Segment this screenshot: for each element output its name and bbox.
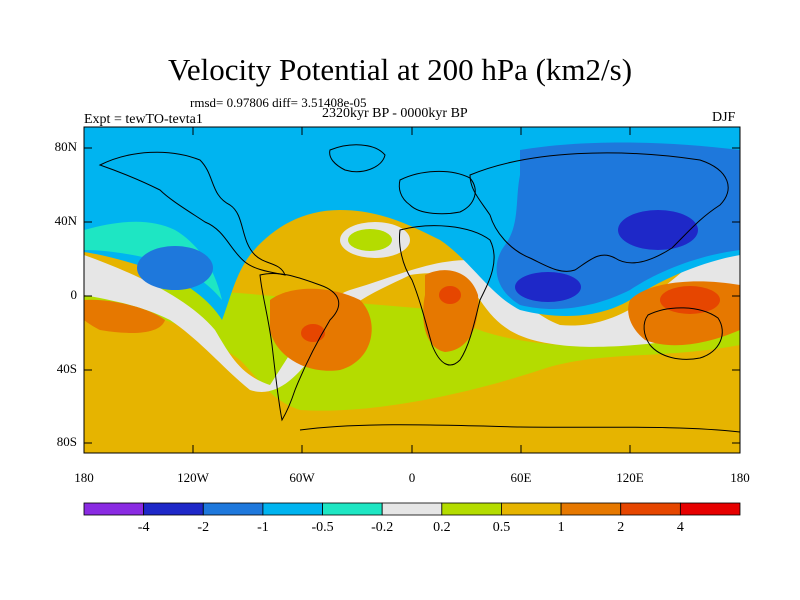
contour-min-pacific <box>137 246 213 290</box>
stats-label: rmsd= 0.97806 diff= 3.51408e-05 <box>190 95 367 110</box>
colorbar-swatch <box>322 502 383 516</box>
lat-tick-80n: 80N <box>54 139 77 154</box>
contour-max-east-pacific <box>84 299 165 333</box>
lat-tick-0: 0 <box>70 287 78 302</box>
colorbar-label: 2 <box>617 520 625 535</box>
colorbar <box>83 502 741 516</box>
lat-tick-80s: 80S <box>56 434 77 449</box>
colorbar-swatch <box>143 502 204 516</box>
colorbar-label: -0.5 <box>311 520 334 535</box>
colorbar-label: -1 <box>257 520 269 535</box>
contour-fill-light-green <box>84 280 740 411</box>
contour-fill-blue <box>496 142 740 310</box>
colorbar-label: -4 <box>137 520 150 535</box>
coastlines <box>98 144 740 433</box>
contour-min-indian-ocean <box>515 272 581 302</box>
lon-tick-180w: 180 <box>74 470 94 485</box>
australia-coast <box>643 307 723 360</box>
colorbar-swatch <box>381 502 443 516</box>
contour-fill-neutral <box>84 250 740 392</box>
colorbar-swatch <box>202 502 264 516</box>
colorbar-label: 4 <box>676 520 684 535</box>
north-america-coast <box>98 151 286 276</box>
map-title: Velocity Potential at 200 hPa (km2/s) <box>167 52 633 87</box>
contour-min-asia <box>618 210 698 250</box>
lat-tick-40s: 40S <box>56 361 77 376</box>
period-label: 2320kyr BP - 0000kyr BP <box>322 106 468 121</box>
lon-tick-60e: 60E <box>510 470 532 485</box>
colorbar-swatch <box>679 502 741 516</box>
europe-coast <box>398 170 476 215</box>
colorbar-swatch <box>560 502 622 516</box>
lon-tick-0: 0 <box>408 470 416 485</box>
lat-tick-40n: 40N <box>54 213 77 228</box>
asia-coast <box>469 152 729 272</box>
lon-tick-60w: 60W <box>289 470 315 485</box>
contour-peak-africa <box>439 286 461 304</box>
colorbar-swatch <box>620 502 681 516</box>
contour-fill-teal <box>84 221 222 300</box>
colorbar-label: 0.5 <box>492 520 511 535</box>
axis-ticks <box>84 127 740 453</box>
contour-peak-west-pacific <box>660 286 720 314</box>
lon-tick-120w: 120W <box>177 470 209 485</box>
season-label: DJF <box>712 110 736 125</box>
colorbar-swatch <box>441 502 502 516</box>
contour-peak-south-america <box>301 324 325 342</box>
colorbar-label: -2 <box>197 520 210 535</box>
antarctica-coast <box>299 424 740 433</box>
colorbar-label: 1 <box>557 520 565 535</box>
colorbar-swatch <box>501 502 562 516</box>
colorbar-swatch <box>83 502 145 516</box>
colorbar-swatch <box>262 502 323 516</box>
colorbar-label: -0.2 <box>371 520 394 535</box>
contour-field <box>84 127 740 453</box>
colorbar-label: 0.2 <box>433 520 451 535</box>
lon-tick-180e: 180 <box>730 470 750 485</box>
contour-blob-atlantic-green <box>348 229 392 251</box>
africa-coast <box>399 225 495 366</box>
south-america-coast <box>259 272 340 422</box>
greenland-coast <box>329 144 386 173</box>
contour-max-africa <box>423 270 479 352</box>
lon-tick-120e: 120E <box>616 470 644 485</box>
experiment-label: Expt = tewTO-tevta1 <box>84 112 203 127</box>
